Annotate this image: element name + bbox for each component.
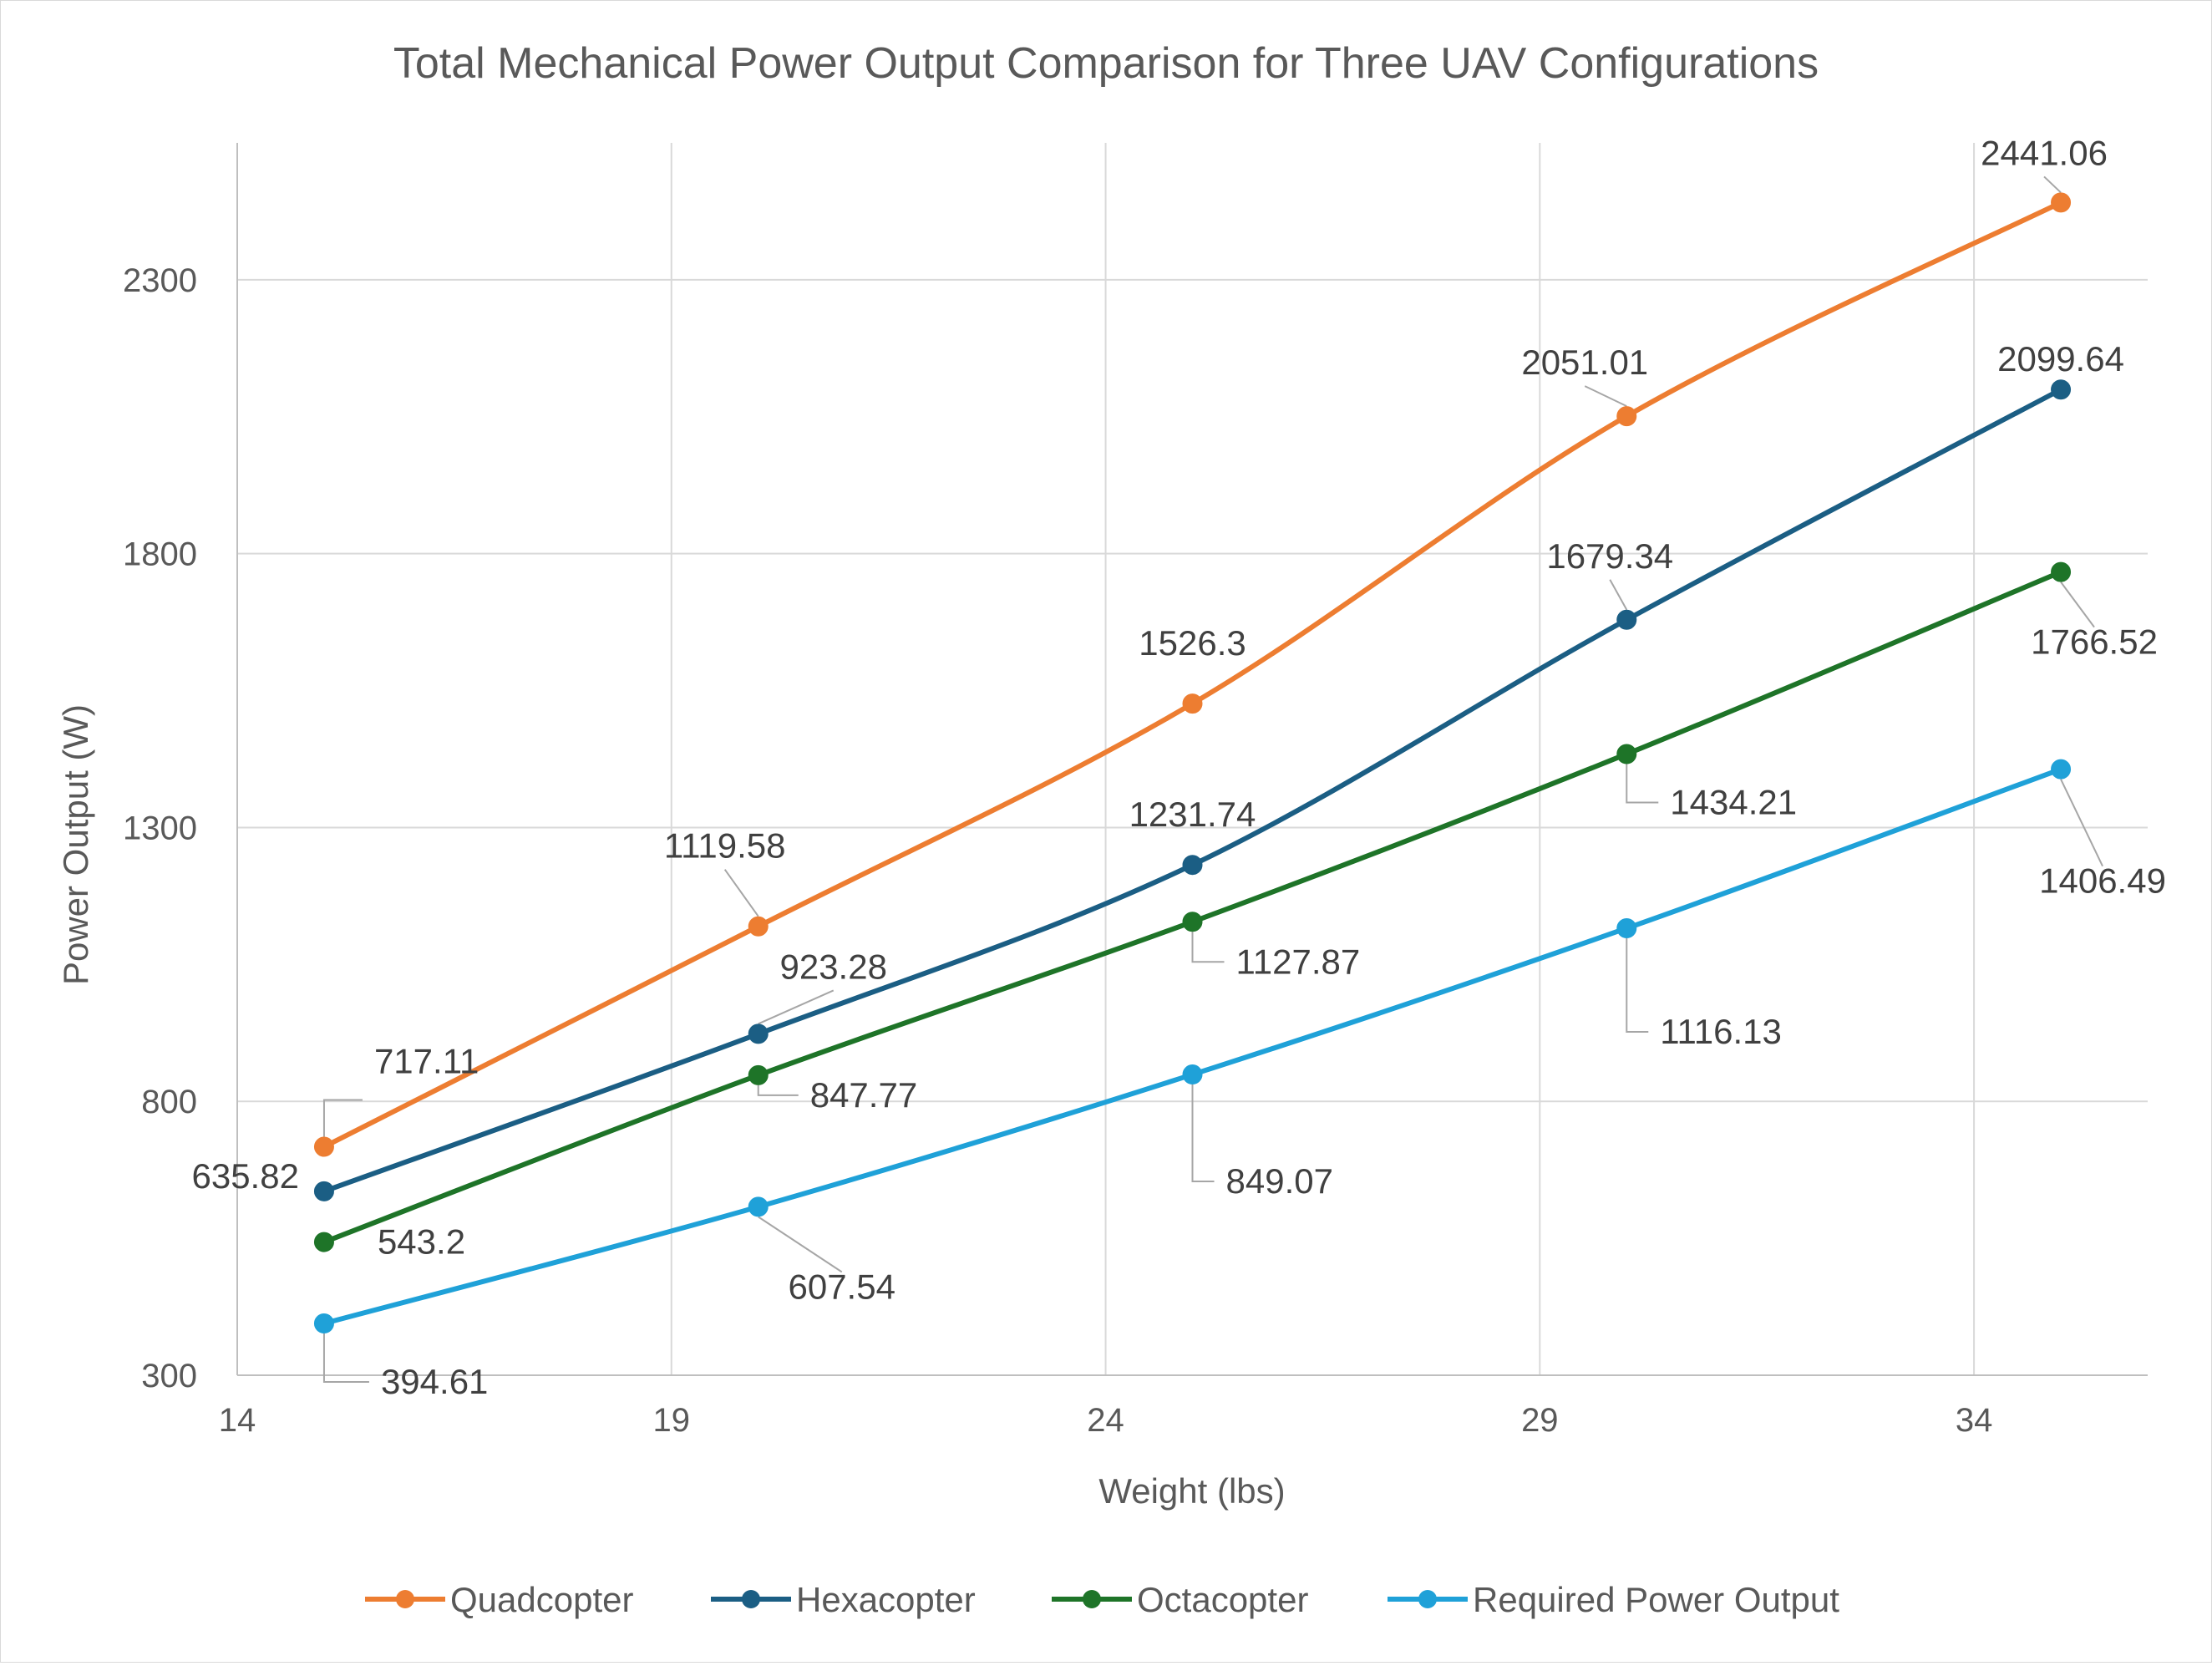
legend-label: Required Power Output (1473, 1580, 1839, 1619)
x-tick-label: 34 (1956, 1402, 1993, 1439)
data-point (313, 1313, 334, 1333)
data-point (1616, 744, 1637, 764)
label-leader-line (1609, 579, 1628, 611)
data-point (748, 916, 769, 937)
data-label: 1434.21 (1670, 782, 1797, 821)
legend-label: Hexacopter (796, 1580, 976, 1619)
data-label: 2441.06 (1981, 133, 2108, 172)
data-label: 1116.13 (1660, 1012, 1782, 1051)
data-point (2051, 759, 2072, 780)
x-tick-label: 24 (1087, 1402, 1124, 1439)
label-leader-line (1584, 385, 1627, 408)
label-leader-line (2043, 175, 2062, 194)
series-line-quadcopter (322, 200, 2062, 1150)
data-label: 1231.74 (1129, 795, 1256, 834)
label-leader-line (758, 989, 835, 1025)
y-tick-label: 300 (141, 1358, 197, 1394)
data-point (2051, 379, 2072, 400)
data-label: 394.61 (381, 1362, 488, 1401)
legend-label: Quadcopter (450, 1580, 633, 1619)
label-leader-line (1626, 937, 1649, 1033)
data-point (313, 1136, 334, 1157)
legend-marker (742, 1590, 760, 1608)
data-label: 849.07 (1226, 1161, 1333, 1201)
data-label: 2099.64 (1997, 339, 2124, 378)
data-point (748, 1064, 769, 1085)
legend-label: Octacopter (1137, 1580, 1308, 1619)
label-leader-line (2060, 779, 2103, 867)
data-point (1616, 917, 1637, 938)
data-label: 543.2 (378, 1222, 465, 1262)
data-label: 1406.49 (2039, 861, 2166, 901)
x-tick-label: 29 (1521, 1402, 1559, 1439)
legend: Quadcopter Hexacopter Octacopter Required P… (365, 1580, 1839, 1619)
data-label: 1679.34 (1546, 536, 1673, 576)
label-leader-line (322, 1099, 363, 1137)
data-label: 1127.87 (1236, 942, 1361, 981)
data-label: 635.82 (191, 1156, 298, 1196)
data-point (748, 1023, 769, 1044)
data-label: 1119.58 (664, 826, 786, 866)
data-point (1182, 693, 1203, 714)
data-point (1616, 406, 1637, 427)
label-leader-line (1626, 764, 1659, 804)
y-tick-label: 1800 (123, 536, 197, 573)
y-tick-label: 2300 (123, 262, 197, 299)
legend-marker (1083, 1590, 1101, 1608)
y-tick-label: 1300 (123, 810, 197, 846)
legend-marker (396, 1590, 414, 1608)
y-tick-label: 800 (141, 1084, 197, 1120)
label-leader-line (2060, 582, 2095, 628)
gridlines (237, 143, 2148, 1375)
data-point (748, 1196, 769, 1217)
label-leader-line (1191, 1084, 1215, 1183)
data-label: 847.77 (810, 1075, 917, 1115)
data-point (2051, 192, 2072, 213)
label-leader-line (757, 1084, 799, 1096)
data-point (1616, 609, 1637, 630)
x-axis-title: Weight (lbs) (1098, 1471, 1285, 1511)
legend-marker (1418, 1590, 1437, 1608)
axes: 300 800 1300 1800 2300 14 19 24 29 34 (123, 143, 2148, 1439)
data-point (1182, 1064, 1203, 1085)
data-point (1182, 855, 1203, 876)
label-leader-lines (322, 175, 2103, 1383)
series-markers (313, 192, 2072, 1333)
data-label: 1526.3 (1139, 623, 1246, 663)
data-point (2051, 561, 2072, 582)
data-point (313, 1181, 334, 1201)
data-point (1182, 912, 1203, 932)
data-point (313, 1232, 334, 1252)
y-axis-title: Power Output (W) (56, 704, 95, 985)
data-label: 607.54 (788, 1267, 895, 1306)
data-label: 923.28 (779, 947, 886, 986)
x-tick-label: 19 (653, 1402, 691, 1439)
data-label: 2051.01 (1521, 343, 1648, 382)
label-leader-line (1191, 932, 1225, 963)
series-line-required-power-output (323, 766, 2062, 1326)
label-leader-line (723, 869, 759, 917)
data-label: 1766.52 (2031, 622, 2158, 662)
data-label: 717.11 (374, 1042, 479, 1081)
data-labels: 717.11 1119.58 1526.3 2051.01 2441.06 635.82 9… (191, 133, 2165, 1401)
label-leader-line (322, 1333, 369, 1383)
label-leader-line (758, 1216, 843, 1273)
chart-title: Total Mechanical Power Output Comparison… (393, 39, 1819, 88)
x-tick-label: 14 (219, 1402, 256, 1439)
